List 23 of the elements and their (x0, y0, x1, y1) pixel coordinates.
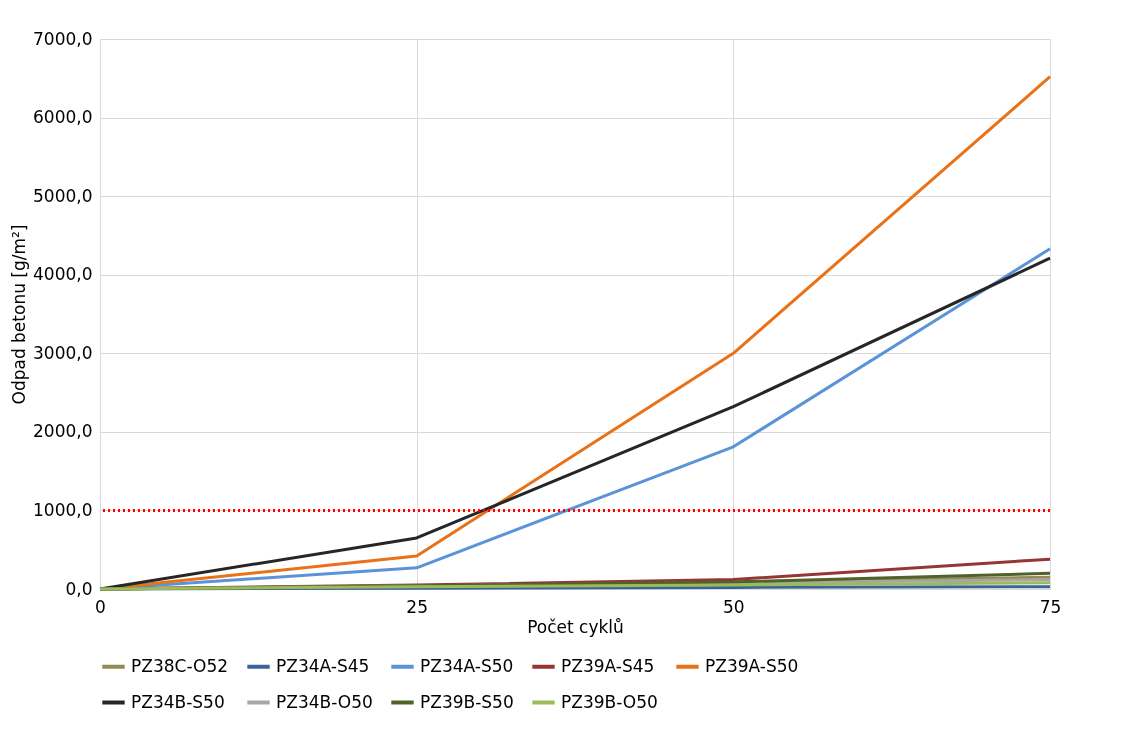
legend-label: PZ39B-S50 (420, 691, 514, 712)
x-tick-label: 25 (406, 596, 428, 617)
y-tick-label: 2000,0 (33, 421, 93, 442)
x-tick-label: 0 (95, 596, 106, 617)
y-axis-title: Odpad betonu [g/m²] (9, 224, 30, 405)
x-tick-label: 75 (1039, 596, 1062, 617)
y-tick-label: 1000,0 (33, 499, 93, 520)
y-tick-label: 3000,0 (33, 342, 93, 363)
legend-label: PZ39A-S45 (561, 655, 655, 676)
legend-label: PZ34B-S50 (131, 691, 225, 712)
x-axis-title: Počet cyklů (527, 616, 624, 637)
legend-label: PZ34B-O50 (276, 691, 373, 712)
legend-label: PZ34A-S50 (420, 655, 514, 676)
legend-label: PZ34A-S45 (276, 655, 370, 676)
legend-label: PZ39B-O50 (561, 691, 658, 712)
y-tick-label: 0,0 (65, 578, 93, 599)
y-tick-label: 4000,0 (33, 264, 93, 285)
x-tick-label: 50 (723, 596, 745, 617)
y-tick-label: 6000,0 (33, 107, 93, 128)
legend-label: PZ39A-S50 (705, 655, 799, 676)
legend-label: PZ38C-O52 (131, 655, 229, 676)
y-tick-label: 7000,0 (33, 28, 93, 49)
y-tick-label: 5000,0 (33, 185, 93, 206)
